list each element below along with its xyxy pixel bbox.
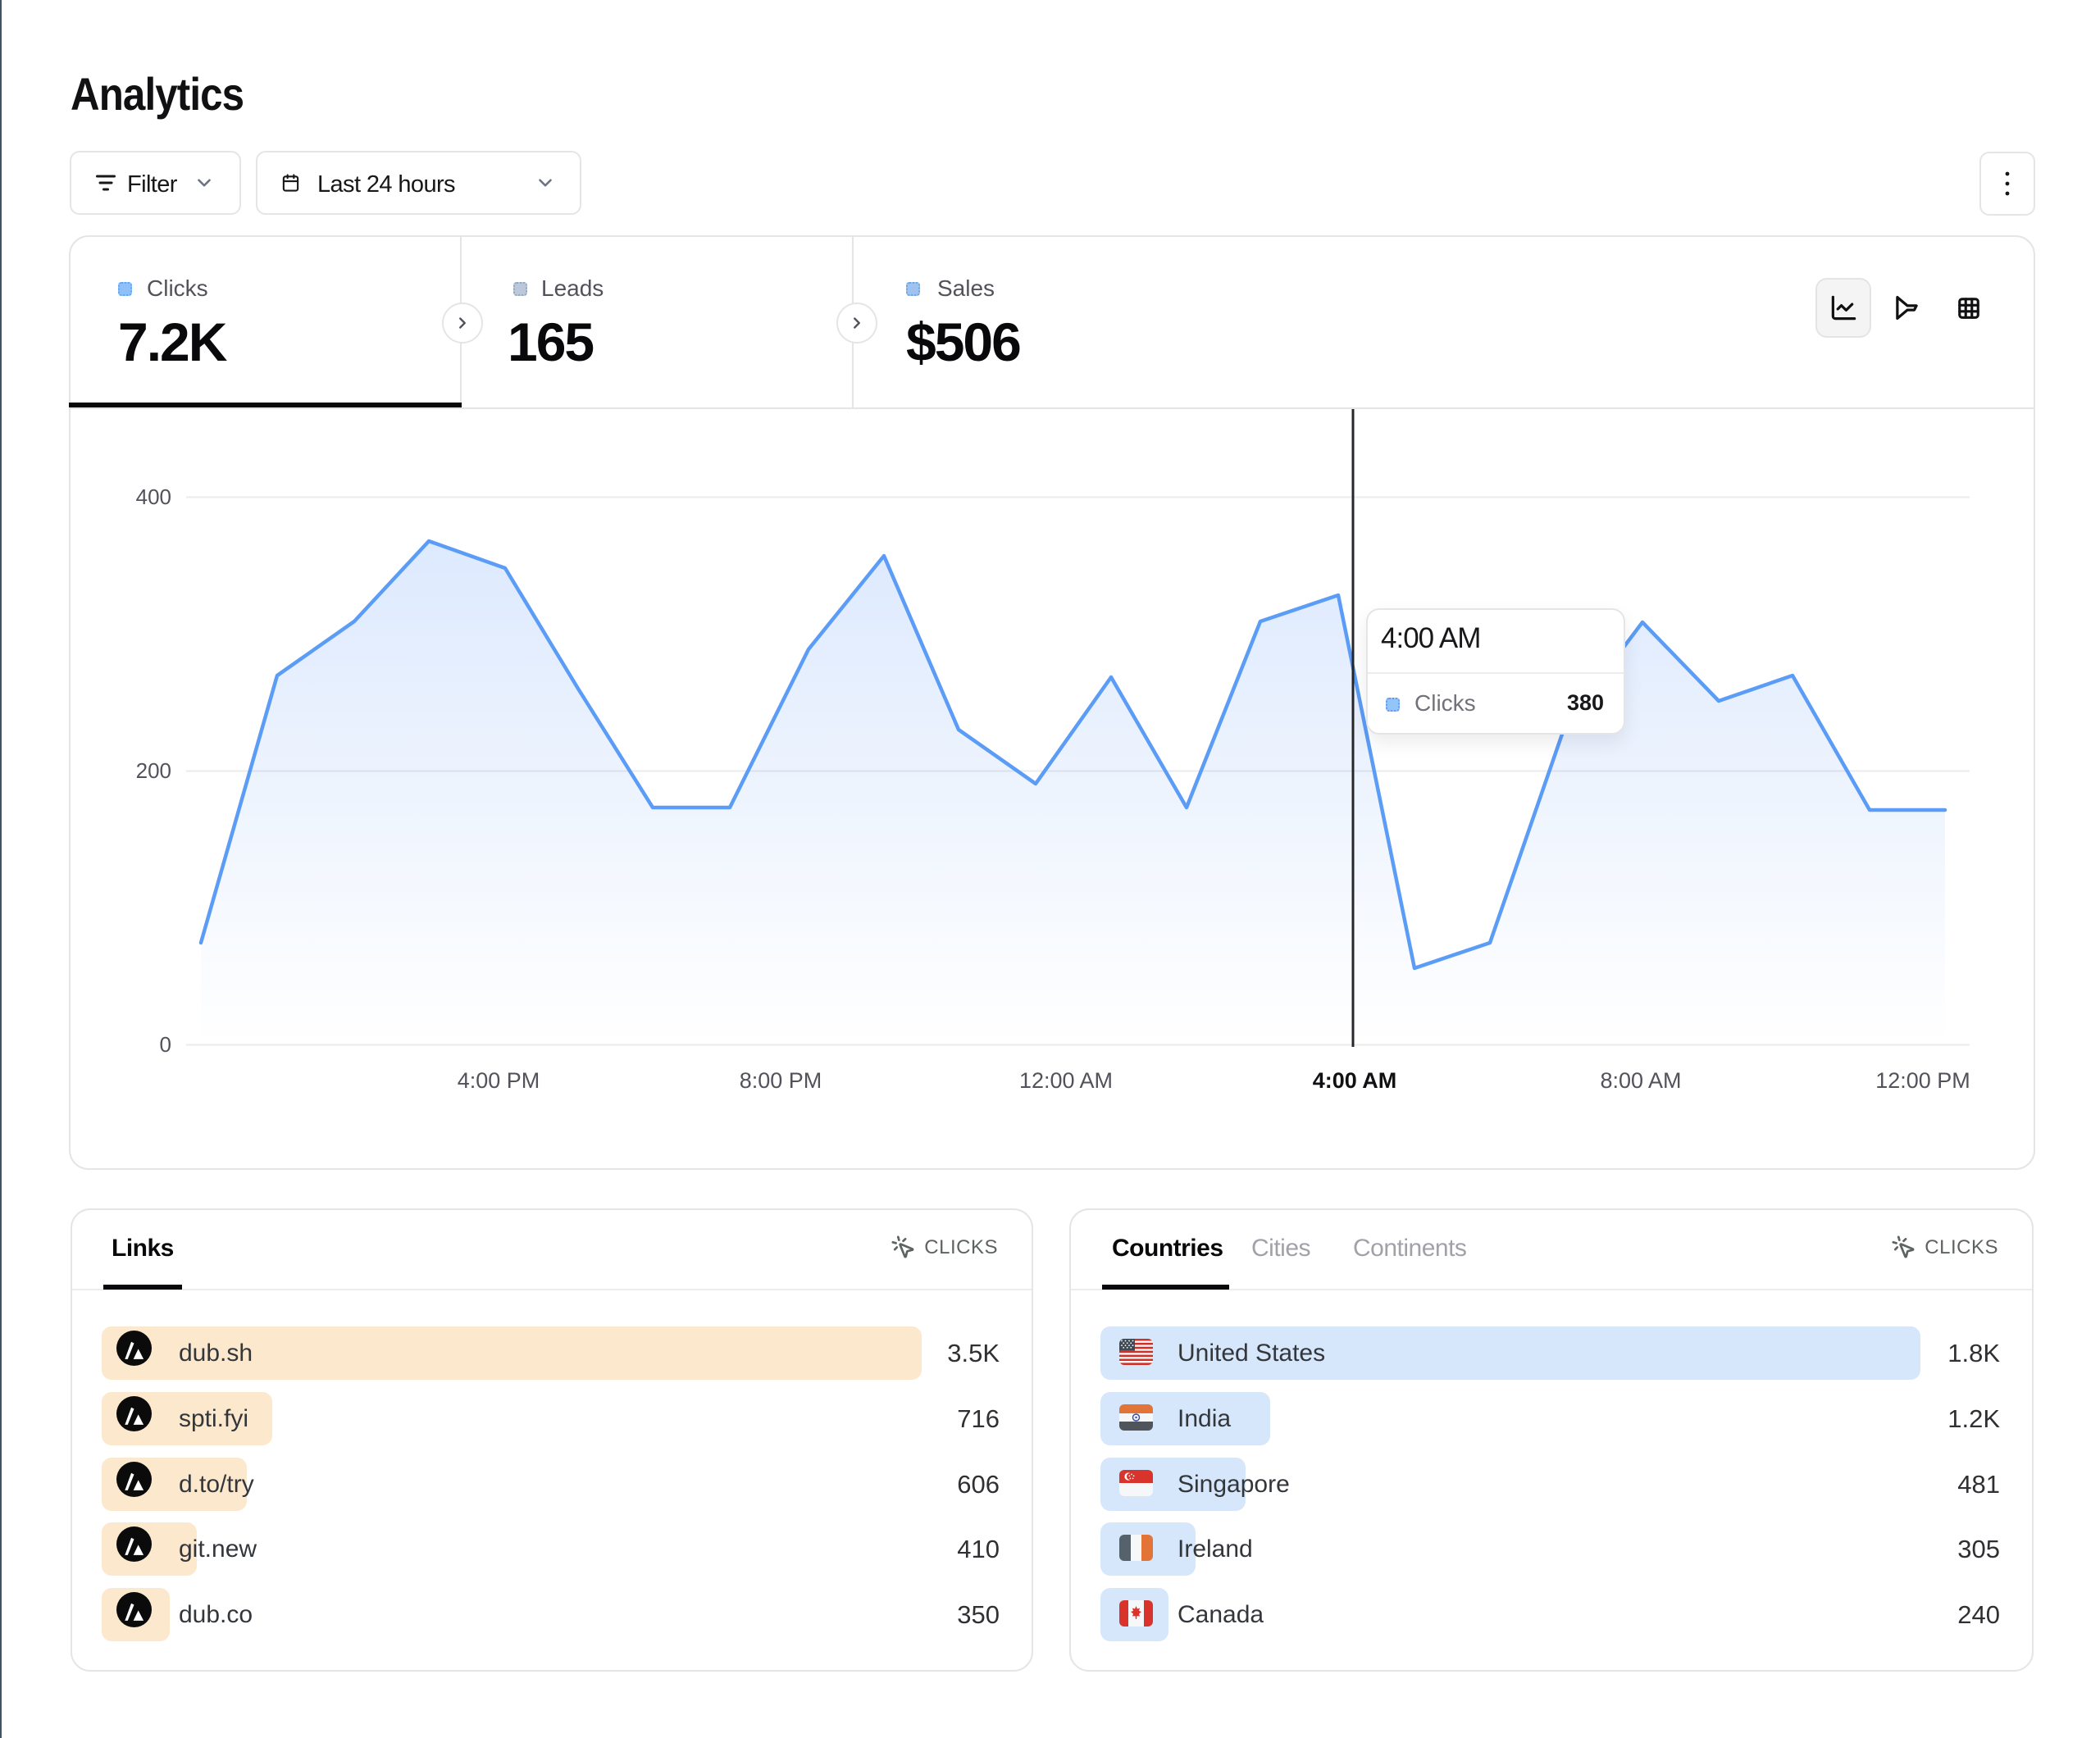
svg-text:8:00 AM: 8:00 AM <box>1600 1068 1681 1093</box>
svg-text:8:00 PM: 8:00 PM <box>740 1068 822 1093</box>
svg-text:200: 200 <box>136 758 171 783</box>
svg-text:4:00 AM: 4:00 AM <box>1313 1068 1397 1093</box>
svg-text:0: 0 <box>160 1032 171 1057</box>
svg-text:4:00 PM: 4:00 PM <box>458 1068 540 1093</box>
svg-text:12:00 PM: 12:00 PM <box>1875 1068 1970 1093</box>
svg-text:12:00 AM: 12:00 AM <box>1019 1068 1113 1093</box>
svg-text:400: 400 <box>136 485 171 509</box>
